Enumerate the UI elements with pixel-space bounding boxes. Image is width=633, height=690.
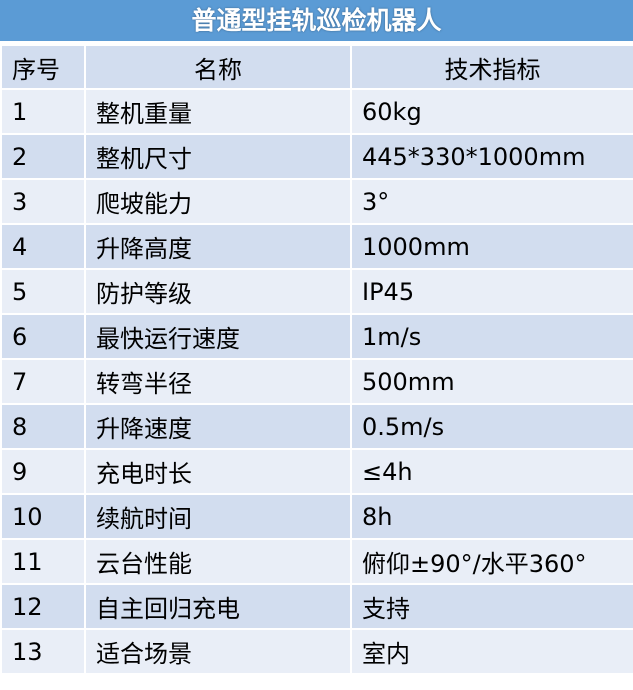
spec-table: 序号 名称 技术指标 1 整机重量 60kg 2 整机尺寸 445*330*1000mm 3…	[0, 44, 633, 675]
header-row: 序号 名称 技术指标	[0, 44, 633, 90]
cell-spec: 室内	[350, 628, 633, 675]
table-row: 1 整机重量 60kg	[0, 88, 633, 135]
table-title: 普通型挂轨巡检机器人	[0, 0, 633, 44]
cell-index: 7	[0, 358, 86, 405]
cell-spec: ≤4h	[350, 448, 633, 495]
cell-name: 云台性能	[84, 538, 352, 585]
cell-name: 充电时长	[84, 448, 352, 495]
cell-name: 整机尺寸	[84, 133, 352, 180]
header-name: 名称	[84, 44, 352, 90]
cell-spec: 1000mm	[350, 223, 633, 270]
table-row: 6 最快运行速度 1m/s	[0, 313, 633, 360]
cell-spec: 1m/s	[350, 313, 633, 360]
cell-index: 6	[0, 313, 86, 360]
cell-index: 9	[0, 448, 86, 495]
table-row: 10 续航时间 8h	[0, 493, 633, 540]
table-row: 9 充电时长 ≤4h	[0, 448, 633, 495]
cell-spec: 60kg	[350, 88, 633, 135]
cell-spec: 支持	[350, 583, 633, 630]
cell-index: 4	[0, 223, 86, 270]
cell-index: 12	[0, 583, 86, 630]
table-row: 3 爬坡能力 3°	[0, 178, 633, 225]
cell-name: 适合场景	[84, 628, 352, 675]
cell-spec: 0.5m/s	[350, 403, 633, 450]
cell-name: 最快运行速度	[84, 313, 352, 360]
table-row: 8 升降速度 0.5m/s	[0, 403, 633, 450]
table-row: 2 整机尺寸 445*330*1000mm	[0, 133, 633, 180]
header-index: 序号	[0, 44, 86, 90]
cell-name: 爬坡能力	[84, 178, 352, 225]
table-row: 11 云台性能 俯仰±90°/水平360°	[0, 538, 633, 585]
cell-spec: 俯仰±90°/水平360°	[350, 538, 633, 585]
table-row: 12 自主回归充电 支持	[0, 583, 633, 630]
cell-index: 10	[0, 493, 86, 540]
cell-name: 续航时间	[84, 493, 352, 540]
header-spec: 技术指标	[350, 44, 633, 90]
table-row: 4 升降高度 1000mm	[0, 223, 633, 270]
cell-index: 5	[0, 268, 86, 315]
cell-name: 整机重量	[84, 88, 352, 135]
table-row: 13 适合场景 室内	[0, 628, 633, 675]
cell-index: 2	[0, 133, 86, 180]
table-row: 7 转弯半径 500mm	[0, 358, 633, 405]
cell-name: 升降速度	[84, 403, 352, 450]
cell-index: 13	[0, 628, 86, 675]
cell-index: 1	[0, 88, 86, 135]
cell-index: 3	[0, 178, 86, 225]
cell-index: 8	[0, 403, 86, 450]
cell-spec: 445*330*1000mm	[350, 133, 633, 180]
cell-name: 防护等级	[84, 268, 352, 315]
table-row: 5 防护等级 IP45	[0, 268, 633, 315]
cell-spec: 8h	[350, 493, 633, 540]
cell-spec: 3°	[350, 178, 633, 225]
cell-name: 转弯半径	[84, 358, 352, 405]
cell-spec: 500mm	[350, 358, 633, 405]
cell-name: 升降高度	[84, 223, 352, 270]
cell-name: 自主回归充电	[84, 583, 352, 630]
cell-index: 11	[0, 538, 86, 585]
cell-spec: IP45	[350, 268, 633, 315]
